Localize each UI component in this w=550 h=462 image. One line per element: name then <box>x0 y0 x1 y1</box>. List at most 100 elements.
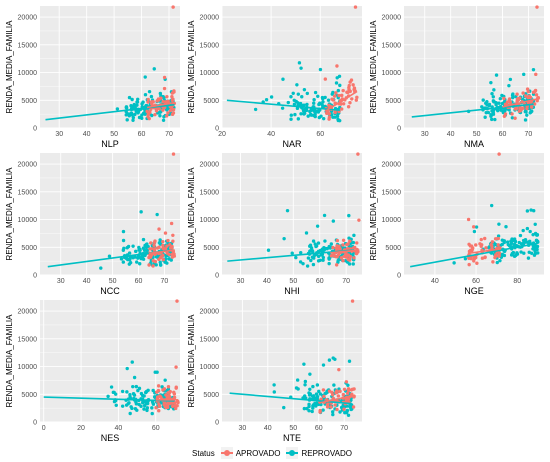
y-axis-label: RENDA_MEDIA_FAMILIA <box>369 20 378 114</box>
point-reprovado <box>137 248 141 252</box>
point-aprovado <box>532 102 537 106</box>
y-tick-label: 10000 <box>200 70 220 77</box>
point-reprovado <box>150 406 154 410</box>
y-tick-label: 5000 <box>385 245 401 252</box>
point-reprovado <box>131 244 135 248</box>
fit-line-reprovado <box>226 99 340 112</box>
point-aprovado <box>341 392 346 397</box>
x-tick-label: 50 <box>473 131 481 138</box>
point-reprovado <box>326 98 331 102</box>
point-reprovado <box>120 404 125 408</box>
y-tick-label: 0 <box>215 273 219 280</box>
point-reprovado <box>121 248 126 252</box>
point-reprovado <box>520 242 525 246</box>
point-aprovado <box>355 241 359 245</box>
y-tick-label: 15000 <box>382 189 402 196</box>
point-reprovado <box>351 252 355 257</box>
point-reprovado <box>494 102 498 107</box>
point-reprovado <box>149 94 154 99</box>
point-aprovado <box>322 394 326 399</box>
y-axis-label: RENDA_MEDIA_FAMILIA <box>187 314 196 408</box>
point-reprovado <box>337 74 342 78</box>
point-reprovado <box>496 234 501 238</box>
point-reprovado <box>130 360 134 364</box>
fit-line-aprovado <box>148 249 175 255</box>
point-reprovado <box>128 257 132 261</box>
point-aprovado <box>172 89 176 93</box>
point-aprovado <box>534 72 538 77</box>
point-aprovado <box>175 299 179 303</box>
point-aprovado <box>166 385 171 389</box>
point-aprovado <box>334 263 339 267</box>
legend-title: Status <box>192 448 215 458</box>
point-aprovado <box>342 387 347 392</box>
point-reprovado <box>518 233 523 238</box>
point-aprovado <box>161 99 165 104</box>
point-reprovado <box>483 115 487 119</box>
point-reprovado <box>290 251 294 255</box>
point-reprovado <box>472 229 477 234</box>
point-aprovado <box>162 86 167 91</box>
point-aprovado <box>146 112 150 117</box>
point-aprovado <box>346 242 350 246</box>
point-aprovado <box>337 93 341 98</box>
x-tick-label: 70 <box>340 425 348 432</box>
point-aprovado <box>502 114 507 118</box>
point-reprovado <box>134 400 138 404</box>
point-reprovado <box>526 256 531 260</box>
point-reprovado <box>529 110 533 114</box>
point-reprovado <box>163 378 167 382</box>
point-reprovado <box>131 392 136 396</box>
y-tick-label: 0 <box>397 126 401 133</box>
point-aprovado <box>155 390 159 394</box>
point-aprovado <box>478 242 482 246</box>
point-aprovado <box>518 106 522 111</box>
point-aprovado <box>331 98 335 102</box>
x-axis-label: NLP <box>101 139 119 149</box>
point-aprovado <box>351 83 355 87</box>
point-reprovado <box>315 383 320 387</box>
point-aprovado <box>346 105 351 109</box>
point-reprovado <box>511 95 515 100</box>
panel-nma: 0 5000 10000 15000 20000 30 40 50 60 70 NMA RENDA_M… <box>369 5 544 149</box>
point-aprovado <box>346 387 351 391</box>
point-reprovado <box>494 73 499 77</box>
point-aprovado <box>490 240 495 244</box>
point-reprovado <box>321 408 325 412</box>
point-aprovado <box>474 243 478 247</box>
point-aprovado <box>157 408 161 413</box>
point-aprovado <box>347 83 351 88</box>
point-reprovado <box>158 91 163 96</box>
point-reprovado <box>304 231 309 235</box>
x-tick-label: 40 <box>83 278 91 285</box>
point-reprovado <box>347 359 352 363</box>
point-aprovado <box>161 257 166 262</box>
point-reprovado <box>125 390 129 394</box>
x-tick-label: 60 <box>135 278 143 285</box>
point-aprovado <box>472 257 477 261</box>
x-tick-label: 20 <box>218 131 226 138</box>
point-aprovado <box>347 89 352 93</box>
x-tick-label: 50 <box>289 425 297 432</box>
point-reprovado <box>305 91 310 96</box>
point-reprovado <box>296 387 300 391</box>
point-reprovado <box>315 394 320 399</box>
y-tick-label: 15000 <box>200 189 220 196</box>
point-aprovado <box>494 253 498 257</box>
x-tick-label: 30 <box>57 278 65 285</box>
point-reprovado <box>527 241 531 245</box>
point-reprovado <box>269 95 274 99</box>
point-aprovado <box>340 107 344 111</box>
point-aprovado <box>151 264 155 268</box>
y-tick-label: 15000 <box>18 42 38 49</box>
point-reprovado <box>310 409 314 414</box>
point-aprovado <box>352 86 357 90</box>
point-reprovado <box>130 406 134 411</box>
point-reprovado <box>154 255 159 259</box>
fit-line-aprovado <box>330 249 360 254</box>
point-reprovado <box>115 107 120 111</box>
y-axis-label: RENDA_MEDIA_FAMILIA <box>5 20 14 114</box>
point-reprovado <box>500 238 505 242</box>
point-aprovado <box>171 111 176 115</box>
point-aprovado <box>164 405 168 410</box>
